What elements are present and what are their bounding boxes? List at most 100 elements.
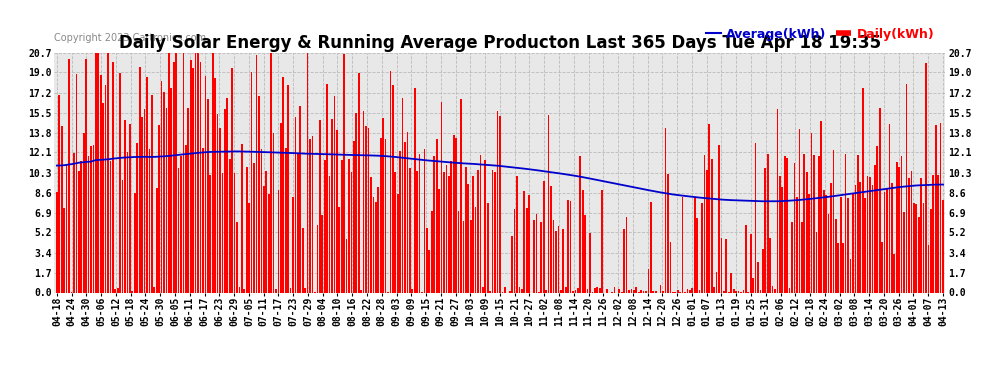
Bar <box>752 278 754 292</box>
Bar <box>667 174 669 292</box>
Bar <box>429 250 431 292</box>
Bar <box>930 210 932 292</box>
Bar <box>95 53 97 292</box>
Bar <box>424 148 426 292</box>
Bar <box>482 287 484 292</box>
Bar <box>762 249 763 292</box>
Bar <box>641 290 642 292</box>
Bar <box>207 99 209 292</box>
Bar <box>723 291 725 292</box>
Bar <box>543 182 545 292</box>
Bar <box>319 120 321 292</box>
Bar <box>282 77 284 292</box>
Bar <box>759 290 761 292</box>
Bar <box>350 172 352 292</box>
Bar <box>908 178 910 292</box>
Bar <box>270 53 272 292</box>
Bar <box>412 289 413 292</box>
Text: Copyright 2023 Cartronics.com: Copyright 2023 Cartronics.com <box>54 33 207 43</box>
Bar <box>148 149 150 292</box>
Bar <box>764 168 766 292</box>
Bar <box>355 112 357 292</box>
Bar <box>866 176 868 292</box>
Bar <box>704 155 705 292</box>
Bar <box>928 245 930 292</box>
Bar <box>120 72 121 292</box>
Bar <box>399 151 401 292</box>
Bar <box>923 203 925 292</box>
Bar <box>341 160 343 292</box>
Bar <box>182 53 184 292</box>
Bar <box>475 207 476 292</box>
Bar <box>205 76 206 292</box>
Bar <box>229 159 231 292</box>
Bar <box>200 62 201 292</box>
Bar <box>721 238 723 292</box>
Bar <box>794 163 795 292</box>
Bar <box>536 214 538 292</box>
Bar <box>97 53 99 292</box>
Bar <box>258 96 259 292</box>
Bar <box>317 225 318 292</box>
Bar <box>864 198 866 292</box>
Bar <box>129 124 131 292</box>
Bar <box>494 172 496 292</box>
Bar <box>409 168 411 292</box>
Bar <box>726 239 728 292</box>
Bar <box>738 291 740 292</box>
Bar <box>913 203 915 292</box>
Bar <box>477 170 479 292</box>
Bar <box>664 128 666 292</box>
Bar <box>633 290 635 292</box>
Bar <box>816 232 818 292</box>
Bar <box>706 170 708 292</box>
Bar <box>650 202 651 292</box>
Bar <box>85 59 87 292</box>
Bar <box>479 155 481 292</box>
Bar <box>852 193 853 292</box>
Bar <box>818 156 820 292</box>
Bar <box>823 190 825 292</box>
Bar <box>582 190 583 292</box>
Bar <box>150 95 152 292</box>
Bar <box>115 289 116 292</box>
Bar <box>277 190 279 292</box>
Bar <box>859 182 861 292</box>
Bar <box>911 171 912 292</box>
Bar <box>840 197 842 292</box>
Bar <box>511 236 513 292</box>
Bar <box>414 88 416 292</box>
Bar <box>168 53 169 292</box>
Bar <box>587 289 588 292</box>
Bar <box>891 183 893 292</box>
Bar <box>227 98 228 292</box>
Bar <box>137 142 138 292</box>
Bar <box>694 198 696 292</box>
Bar <box>139 67 141 292</box>
Bar <box>584 215 586 292</box>
Bar <box>68 59 70 292</box>
Bar <box>711 159 713 292</box>
Bar <box>774 290 776 292</box>
Bar <box>265 171 267 292</box>
Bar <box>467 184 469 292</box>
Bar <box>214 78 216 292</box>
Bar <box>565 287 566 292</box>
Bar <box>58 94 60 292</box>
Bar <box>165 108 167 292</box>
Bar <box>452 135 454 292</box>
Bar <box>417 171 418 292</box>
Bar <box>175 53 177 292</box>
Bar <box>869 177 871 292</box>
Bar <box>287 85 289 292</box>
Bar <box>244 289 246 292</box>
Bar <box>524 191 525 292</box>
Bar <box>185 146 187 292</box>
Bar <box>813 155 815 292</box>
Bar <box>105 86 106 292</box>
Bar <box>938 174 939 292</box>
Bar <box>499 116 501 292</box>
Bar <box>786 158 788 292</box>
Bar <box>509 291 511 292</box>
Bar <box>572 291 574 292</box>
